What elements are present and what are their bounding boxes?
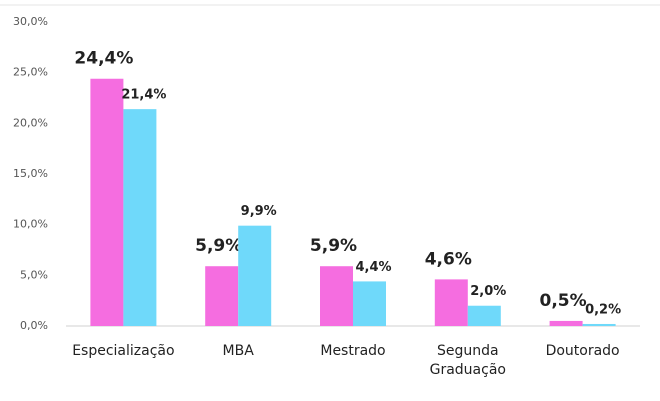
bar	[353, 281, 386, 326]
y-tick-label: 30,0%	[13, 15, 48, 28]
y-tick-label: 10,0%	[13, 218, 48, 231]
bar	[467, 305, 501, 326]
bar	[549, 320, 583, 326]
data-label: 9,9%	[241, 204, 277, 219]
y-tick-label: 0,0%	[20, 319, 48, 332]
data-label: 4,6%	[425, 249, 472, 269]
bar	[582, 323, 616, 326]
x-tick-label: MBA	[222, 343, 254, 359]
data-label: 21,4%	[121, 88, 166, 103]
x-tick-label: Segunda Graduação	[429, 343, 506, 378]
data-label: 4,4%	[355, 260, 391, 275]
data-label: 2,0%	[470, 284, 506, 299]
data-label: 5,9%	[310, 236, 357, 256]
bar	[434, 279, 468, 326]
x-tick-label: Doutorado	[545, 343, 620, 359]
y-tick-label: 5,0%	[20, 268, 48, 281]
data-label: 0,5%	[540, 291, 587, 311]
y-tick-label: 25,0%	[13, 66, 48, 79]
bar	[205, 266, 239, 326]
x-tick-label: Especialização	[72, 343, 175, 359]
x-tick-label: Mestrado	[320, 343, 386, 359]
data-label: 0,2%	[585, 302, 621, 317]
bar	[90, 78, 124, 326]
bar	[238, 225, 272, 326]
bar	[123, 109, 157, 326]
y-tick-label: 20,0%	[13, 116, 48, 129]
data-label: 5,9%	[195, 236, 242, 256]
data-label: 24,4%	[74, 49, 133, 69]
bar	[320, 266, 353, 326]
y-tick-label: 15,0%	[13, 167, 48, 180]
